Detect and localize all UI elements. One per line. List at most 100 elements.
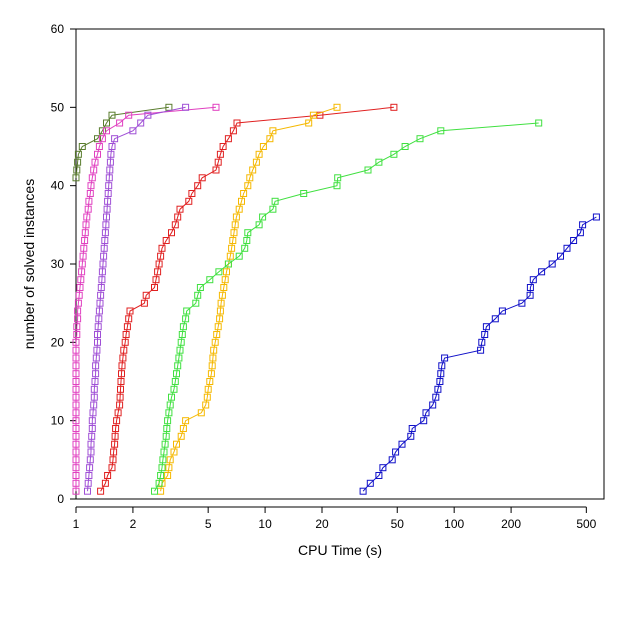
data-point — [94, 331, 101, 338]
data-point — [392, 448, 400, 456]
data-point — [192, 299, 200, 307]
data-point — [159, 456, 167, 464]
series-2 — [72, 103, 220, 495]
x-tick-label: 2 — [130, 517, 137, 531]
data-point — [140, 299, 148, 307]
data-point — [94, 323, 102, 331]
data-point — [107, 150, 115, 158]
data-point — [118, 362, 126, 370]
series-line — [362, 216, 597, 492]
data-point — [168, 393, 175, 401]
data-point — [103, 119, 110, 127]
data-point — [183, 307, 191, 315]
data-point — [90, 401, 98, 409]
data-point — [93, 346, 101, 354]
data-point — [87, 448, 95, 456]
data-point — [204, 385, 212, 393]
data-point — [81, 229, 89, 237]
data-point — [118, 370, 125, 378]
data-point — [436, 378, 444, 385]
data-point — [211, 338, 219, 346]
x-tick-label: 1 — [73, 517, 80, 531]
data-point — [90, 166, 98, 174]
data-point — [97, 487, 105, 495]
data-point — [120, 346, 128, 354]
data-point — [388, 456, 396, 464]
data-point — [206, 276, 214, 284]
data-point — [420, 417, 428, 425]
data-point — [238, 197, 245, 205]
data-point — [84, 205, 92, 213]
data-point — [379, 464, 387, 472]
data-point — [173, 440, 180, 448]
data-point — [86, 464, 94, 472]
data-point — [129, 127, 137, 135]
data-point — [92, 362, 100, 370]
data-point — [100, 252, 108, 260]
data-point — [401, 143, 409, 150]
data-point — [477, 346, 485, 354]
data-point — [117, 385, 124, 393]
data-point — [99, 260, 107, 268]
data-point — [168, 229, 175, 237]
data-point — [96, 299, 104, 307]
data-point — [529, 276, 537, 284]
series-line — [75, 106, 217, 492]
data-point — [437, 370, 445, 378]
data-point — [104, 472, 112, 479]
data-point — [92, 354, 100, 362]
data-point — [194, 291, 202, 299]
data-point — [188, 190, 196, 197]
data-point — [103, 205, 111, 213]
data-point — [202, 401, 210, 409]
data-point — [82, 221, 90, 229]
data-point — [437, 127, 445, 135]
data-point — [74, 315, 82, 323]
data-point — [526, 284, 534, 291]
data-point — [103, 213, 110, 221]
data-point — [137, 119, 145, 127]
data-point — [87, 440, 95, 448]
data-point — [144, 111, 152, 119]
data-point — [78, 143, 86, 150]
data-point — [246, 174, 254, 182]
data-point — [482, 323, 490, 331]
data-point — [157, 472, 165, 479]
data-point — [209, 354, 217, 362]
data-point — [72, 479, 80, 487]
data-point — [78, 268, 86, 276]
data-point — [155, 479, 163, 487]
data-point — [122, 331, 130, 338]
data-point — [98, 127, 106, 135]
data-point — [174, 362, 182, 370]
data-point — [84, 479, 92, 487]
data-point — [177, 432, 185, 440]
data-point — [126, 307, 134, 315]
data-point — [165, 409, 173, 417]
data-point — [235, 252, 243, 260]
data-point — [117, 378, 125, 385]
data-point — [74, 158, 82, 166]
data-point — [116, 401, 124, 409]
data-point — [224, 260, 232, 268]
data-point — [119, 354, 127, 362]
data-point — [518, 299, 526, 307]
data-point — [91, 158, 99, 166]
data-point — [75, 291, 83, 299]
data-point — [101, 229, 109, 237]
data-point — [103, 127, 110, 135]
x-tick-label: 50 — [391, 517, 405, 531]
data-point — [86, 190, 94, 197]
x-axis-title: CPU Time (s) — [298, 542, 382, 558]
data-point — [108, 464, 116, 472]
data-point — [390, 150, 398, 158]
data-point — [206, 378, 214, 385]
data-point — [162, 432, 170, 440]
data-point — [72, 378, 80, 385]
data-point — [155, 260, 163, 268]
data-point — [364, 166, 372, 174]
y-tick-label: 40 — [51, 179, 65, 193]
data-point — [89, 409, 97, 417]
data-point — [74, 299, 82, 307]
data-point — [219, 143, 227, 150]
